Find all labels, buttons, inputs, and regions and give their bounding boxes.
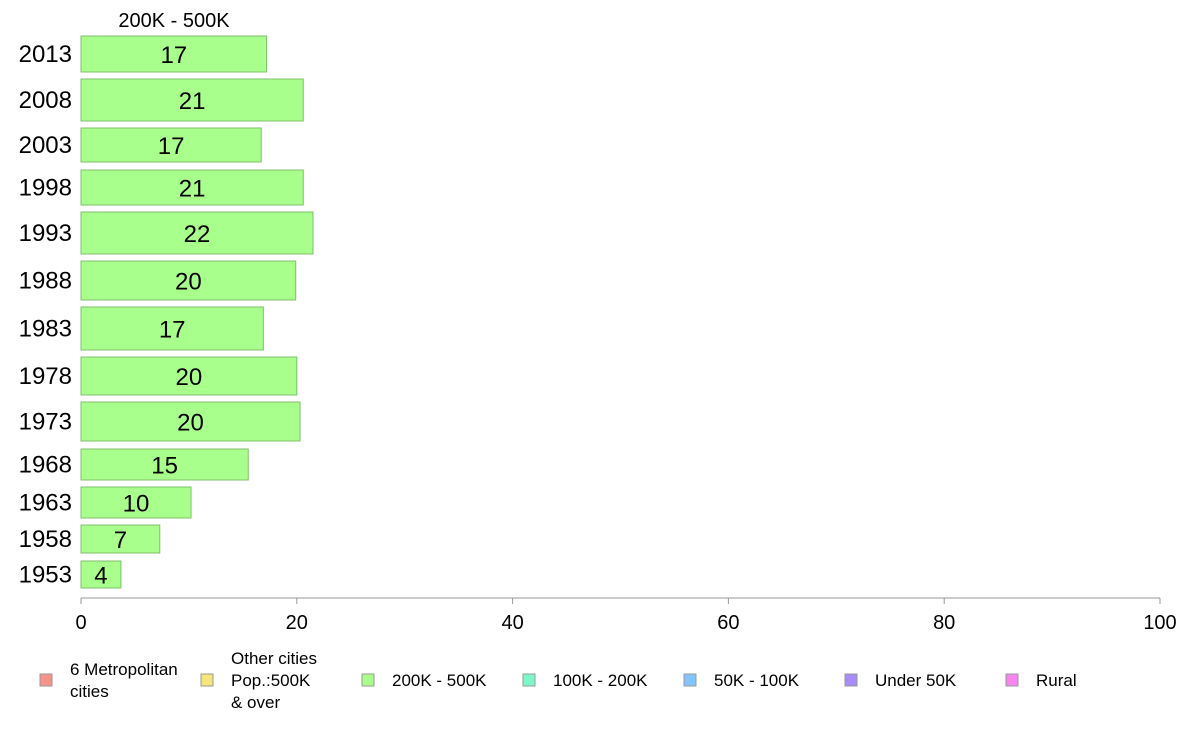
y-tick-label: 1963	[19, 490, 72, 517]
legend-label: Under 50K	[875, 671, 957, 690]
legend-label: 200K - 500K	[392, 671, 487, 690]
y-tick-label: 2008	[19, 87, 72, 114]
x-tick-label: 80	[933, 612, 955, 634]
legend-item: Under 50K	[844, 671, 957, 690]
legend-item: 200K - 500K	[361, 671, 487, 690]
bar	[80, 401, 301, 442]
chart-title: 200K - 500K	[118, 10, 230, 32]
legend-item: Rural	[1005, 671, 1077, 690]
bar	[80, 35, 268, 73]
bar-data-label: 20	[175, 269, 202, 296]
y-tick-label: 1973	[19, 409, 72, 436]
bar	[80, 211, 314, 255]
legend-item: Other cities Pop.:500K & over	[200, 649, 317, 712]
legend-item: 100K - 200K	[522, 671, 648, 690]
legend-swatch	[361, 673, 375, 687]
bar-data-label: 10	[123, 491, 150, 518]
legend-label: Other cities	[231, 649, 317, 668]
legend-label: 100K - 200K	[553, 671, 648, 690]
y-tick-label: 1998	[19, 175, 72, 202]
legend-label: 50K - 100K	[714, 671, 800, 690]
legend-swatch	[844, 673, 858, 687]
bar-data-label: 17	[159, 317, 186, 344]
y-tick-label: 2003	[19, 132, 72, 159]
bar-data-label: 17	[160, 42, 187, 69]
y-tick-label: 1958	[19, 526, 72, 553]
bar-data-label: 21	[179, 88, 206, 115]
legend-label: 6 Metropolitan	[70, 660, 178, 679]
legend-swatch	[522, 673, 536, 687]
bar-data-label: 17	[158, 133, 185, 160]
bar	[80, 356, 298, 396]
bar	[80, 486, 192, 519]
bar	[80, 560, 122, 589]
legend-item: 6 Metropolitan cities	[39, 660, 178, 701]
x-tick-label: 40	[501, 612, 523, 634]
legend-swatch	[39, 673, 53, 687]
legend-item: 50K - 100K	[683, 671, 800, 690]
x-axis: 0 20 40 60 80 100	[75, 597, 1177, 634]
legend-label: Rural	[1036, 671, 1077, 690]
y-tick-label: 1953	[19, 562, 72, 589]
legend-swatch	[1005, 673, 1019, 687]
legend-label: & over	[231, 693, 280, 712]
bar-data-label: 21	[179, 176, 206, 203]
bar-data-label: 20	[176, 364, 203, 391]
y-tick-label: 1983	[19, 316, 72, 343]
bar	[80, 306, 264, 351]
x-tick-label: 100	[1143, 612, 1176, 634]
y-tick-label: 1968	[19, 452, 72, 479]
bar-data-label: 7	[114, 527, 127, 554]
bar	[80, 524, 161, 554]
y-tick-label: 2013	[19, 41, 72, 68]
bar-data-label: 4	[94, 563, 107, 590]
bar	[80, 127, 262, 163]
x-tick-label: 0	[75, 612, 86, 634]
bar	[80, 448, 249, 481]
legend: 6 Metropolitan cities Other cities Pop.:50…	[39, 649, 1077, 712]
bar	[80, 78, 304, 122]
legend-swatch	[200, 673, 214, 687]
legend-swatch	[683, 673, 697, 687]
legend-label: Pop.:500K	[231, 671, 311, 690]
x-tick-label: 20	[286, 612, 308, 634]
bar-data-label: 15	[151, 453, 178, 480]
y-tick-label: 1988	[19, 268, 72, 295]
x-tick-label: 60	[717, 612, 739, 634]
y-tick-label: 1978	[19, 363, 72, 390]
bar-data-label: 20	[177, 410, 204, 437]
bar-data-label: 22	[184, 221, 211, 248]
bar	[80, 169, 304, 206]
bar	[80, 260, 297, 301]
y-tick-label: 1993	[19, 220, 72, 247]
legend-label: cities	[70, 682, 109, 701]
bars-layer: 2013 17 2008 21 2003 17 1998 21 1993 22 1988 20 1983…	[19, 35, 314, 590]
